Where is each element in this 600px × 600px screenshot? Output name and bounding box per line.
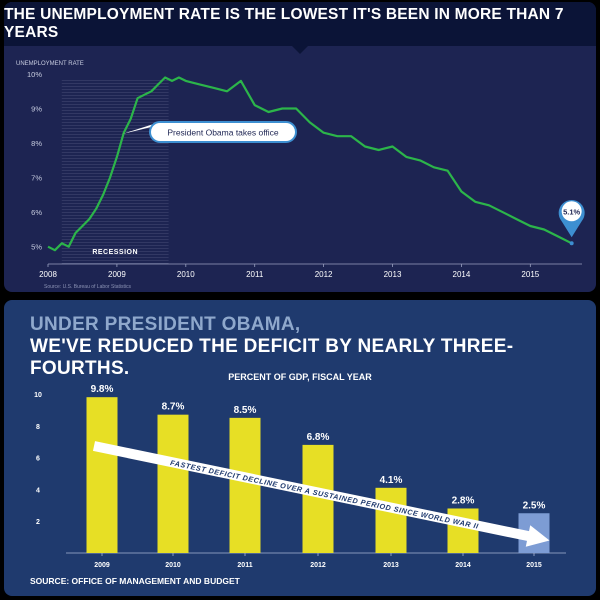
bar-x-tick-label: 2014 xyxy=(455,562,471,569)
end-pin-inner xyxy=(561,201,582,222)
y-tick-label: 5% xyxy=(31,243,42,252)
y-tick-label: 9% xyxy=(31,105,42,114)
deficit-bar xyxy=(229,417,261,553)
x-tick-label: 2015 xyxy=(521,270,539,279)
decline-arrow-shape xyxy=(92,441,550,547)
deficit-panel: UNDER PRESIDENT OBAMA, WE'VE REDUCED THE… xyxy=(4,300,596,596)
bar-value-label: 4.1% xyxy=(380,475,403,486)
y-tick-label: 10% xyxy=(27,70,42,79)
unemployment-panel: THE UNEMPLOYMENT RATE IS THE LOWEST IT'S… xyxy=(4,2,596,292)
recession-label: RECESSION xyxy=(92,249,138,256)
deficit-bar xyxy=(157,414,189,553)
bar-y-tick-label: 10 xyxy=(34,392,42,399)
unemployment-source: Source: U.S. Bureau of Labor Statistics xyxy=(44,284,131,290)
x-tick-label: 2014 xyxy=(453,270,471,279)
unemployment-title-banner: THE UNEMPLOYMENT RATE IS THE LOWEST IT'S… xyxy=(4,2,596,46)
unemployment-title: THE UNEMPLOYMENT RATE IS THE LOWEST IT'S… xyxy=(4,6,564,41)
bar-value-label: 2.5% xyxy=(523,500,546,511)
bar-y-tick-label: 6 xyxy=(36,456,40,463)
bar-value-label: 8.5% xyxy=(234,405,257,416)
deficit-bar xyxy=(375,487,407,553)
callout-box xyxy=(149,121,297,143)
y-tick-label: 8% xyxy=(31,139,42,148)
deficit-bar xyxy=(447,508,479,553)
bar-x-tick-label: 2011 xyxy=(237,562,252,569)
deficit-source: SOURCE: OFFICE OF MANAGEMENT AND BUDGET xyxy=(30,576,240,586)
bar-value-label: 9.8% xyxy=(91,384,114,395)
bar-x-tick-label: 2015 xyxy=(526,562,542,569)
unemployment-line-chart: RECESSION 5% 6% 7% 8% 9% 10% 2008 2009 2010 2011 20… xyxy=(27,70,585,279)
bar-x-tick-label: 2012 xyxy=(310,562,326,569)
bar-x-tick-label: 2009 xyxy=(94,562,110,569)
x-tick-label: 2008 xyxy=(39,270,57,279)
x-tick-label: 2011 xyxy=(246,270,264,279)
bar-value-label: 2.8% xyxy=(452,495,475,506)
banner-notch xyxy=(292,46,308,54)
x-tick-label: 2010 xyxy=(177,270,195,279)
x-tick-label: 2009 xyxy=(108,270,126,279)
deficit-bar-chart: 2 4 6 8 10 9.8% 2009 8.7% 2010 8.5% 2011 6.8% 2012 4.… xyxy=(34,384,566,569)
unemployment-series-line xyxy=(47,76,573,252)
bar-y-tick-label: 4 xyxy=(36,487,40,494)
bar-value-label: 6.8% xyxy=(307,432,330,443)
deficit-headline-line1: UNDER PRESIDENT OBAMA, xyxy=(30,314,301,335)
bar-y-tick-label: 8 xyxy=(36,424,40,431)
deficit-bar xyxy=(86,397,118,553)
deficit-headline-line2: WE'VE REDUCED THE DEFICIT BY NEARLY THRE… xyxy=(30,336,514,379)
callout-text: President Obama takes office xyxy=(167,128,279,138)
deficit-chart-subtitle: PERCENT OF GDP, FISCAL YEAR xyxy=(228,372,372,382)
x-tick-label: 2013 xyxy=(384,270,402,279)
y-tick-label: 6% xyxy=(31,208,42,217)
bar-x-tick-label: 2010 xyxy=(165,562,181,569)
x-tick-label: 2012 xyxy=(315,270,333,279)
y-tick-label: 7% xyxy=(31,174,42,183)
end-value-label: 5.1% xyxy=(563,207,580,216)
bar-value-label: 8.7% xyxy=(162,402,185,413)
y-axis-label: UNEMPLOYMENT RATE xyxy=(16,61,84,67)
bar-y-tick-label: 2 xyxy=(36,519,40,526)
bar-x-tick-label: 2013 xyxy=(383,562,399,569)
end-point-marker xyxy=(569,241,574,246)
recession-shading xyxy=(61,80,169,264)
